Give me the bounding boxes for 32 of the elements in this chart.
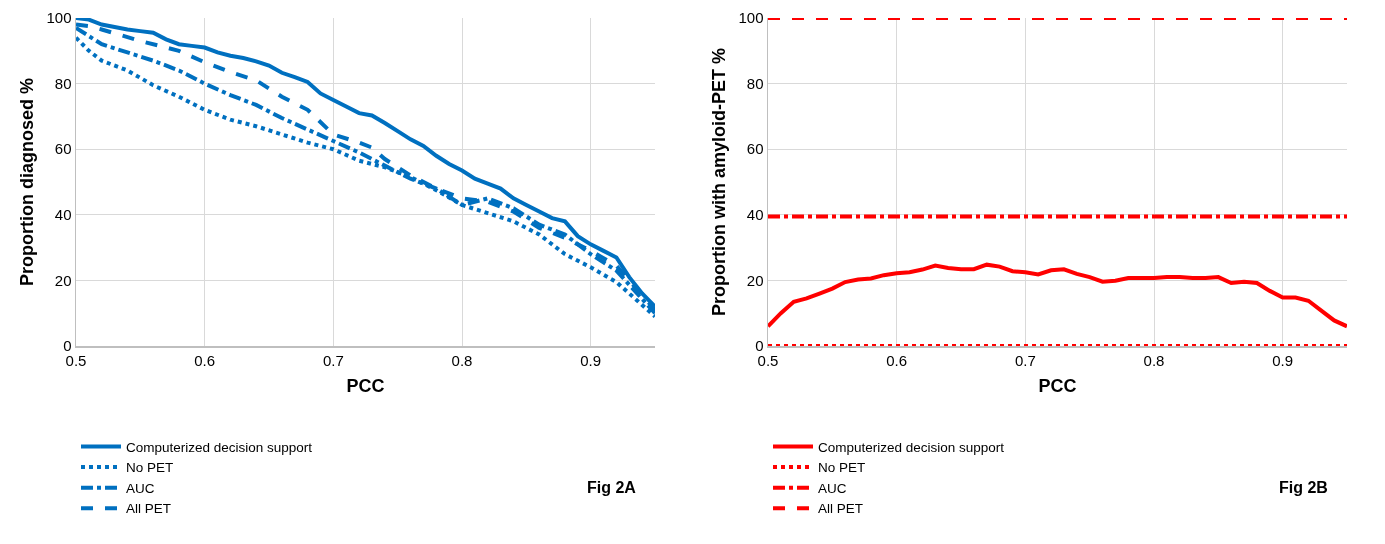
x-tick-label: 0.8 (451, 351, 473, 369)
caption: Fig 2B (1279, 479, 1328, 496)
legend-label: AUC (818, 480, 847, 496)
legend-label: No PET (818, 460, 866, 476)
y-tick-label: 40 (746, 206, 764, 224)
y-tick-label: 20 (54, 271, 72, 289)
y-tick-label: 100 (738, 9, 764, 27)
y-tick-label: 100 (46, 9, 72, 27)
legend-label: AUC (126, 480, 155, 496)
y-tick-label: 60 (746, 140, 764, 158)
legend-label: All PET (818, 501, 864, 517)
x-tick-label: 0.7 (322, 351, 344, 369)
x-tick-label: 0.8 (1143, 351, 1165, 369)
x-tick-label: 0.9 (580, 351, 602, 369)
legend-label: Computerized decision support (126, 439, 313, 455)
y-tick-label: 20 (746, 271, 764, 289)
x-axis-title: PCC (1038, 376, 1077, 397)
x-tick-label: 0.6 (886, 351, 908, 369)
y-tick-label: 40 (54, 206, 72, 224)
y-axis-title: Proportion with amyloid-PET % (708, 47, 729, 317)
y-tick-label: 60 (54, 140, 72, 158)
legend-label: Computerized decision support (818, 439, 1005, 455)
y-axis-title: Proportion diagnosed % (16, 77, 37, 287)
x-tick-label: 0.9 (1272, 351, 1294, 369)
y-tick-label: 80 (54, 74, 72, 92)
legend-label: No PET (126, 460, 174, 476)
legend-label: All PET (126, 501, 172, 517)
x-tick-label: 0.7 (1014, 351, 1036, 369)
caption: Fig 2A (587, 479, 637, 496)
x-tick-label: 0.6 (194, 351, 216, 369)
x-axis-title: PCC (346, 376, 385, 397)
y-tick-label: 80 (746, 74, 764, 92)
